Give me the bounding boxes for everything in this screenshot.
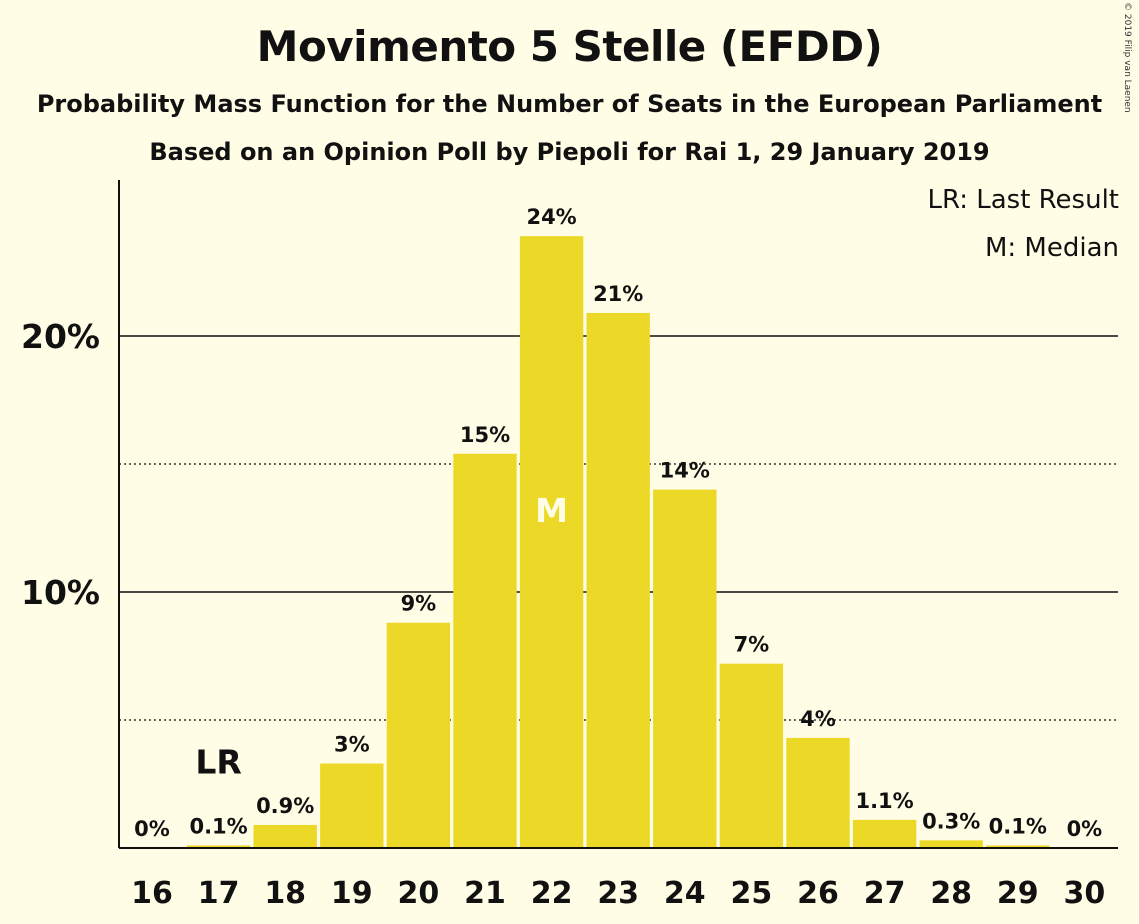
bar-18	[253, 824, 317, 848]
x-tick-label-18: 18	[264, 876, 306, 911]
legend-median: M: Median	[984, 233, 1119, 263]
data-label-17: 0.1%	[189, 814, 247, 838]
bar-20	[386, 622, 451, 848]
chart-source: Based on an Opinion Poll by Piepoli for …	[149, 138, 990, 166]
x-tick-label-22: 22	[531, 876, 573, 911]
x-tick-label-28: 28	[930, 876, 972, 911]
bar-22	[519, 236, 584, 848]
data-label-29: 0.1%	[989, 814, 1047, 838]
data-label-19: 3%	[334, 733, 370, 757]
bar-25	[719, 663, 784, 848]
last-result-marker: LR	[195, 742, 241, 781]
y-tick-label: 10%	[21, 573, 100, 612]
x-tick-label-27: 27	[864, 876, 906, 911]
bar-23	[586, 312, 650, 849]
bar-19	[320, 763, 384, 848]
x-tick-label-29: 29	[997, 876, 1039, 911]
data-label-22: 24%	[526, 205, 576, 229]
x-tick-label-20: 20	[398, 876, 440, 911]
x-tick-label-25: 25	[731, 876, 773, 911]
x-tick-label-19: 19	[331, 876, 373, 911]
data-label-16: 0%	[134, 817, 170, 841]
data-label-30: 0%	[1067, 817, 1103, 841]
x-tick-label-23: 23	[597, 876, 639, 911]
bar-29	[986, 845, 1050, 848]
legend-last-result: LR: Last Result	[927, 185, 1119, 215]
data-label-23: 21%	[593, 282, 643, 306]
x-tick-label-26: 26	[797, 876, 839, 911]
chart-subtitle: Probability Mass Function for the Number…	[36, 90, 1103, 118]
bar-27	[852, 819, 917, 848]
data-label-28: 0.3%	[922, 809, 980, 833]
x-tick-label-24: 24	[664, 876, 706, 911]
bar-24	[653, 489, 717, 848]
data-label-25: 7%	[734, 633, 770, 657]
bar-21	[453, 453, 517, 848]
data-label-26: 4%	[800, 707, 836, 731]
bar-28	[919, 840, 983, 848]
chart-title: Movimento 5 Stelle (EFDD)	[256, 22, 883, 71]
x-tick-label-16: 16	[131, 876, 173, 911]
bar-26	[786, 737, 850, 848]
x-tick-label-21: 21	[464, 876, 506, 911]
data-label-24: 14%	[660, 459, 710, 483]
data-label-20: 9%	[401, 592, 437, 616]
data-label-21: 15%	[460, 423, 510, 447]
data-label-18: 0.9%	[256, 794, 314, 818]
x-tick-label-30: 30	[1064, 876, 1106, 911]
bar-17	[186, 845, 251, 848]
data-label-27: 1.1%	[855, 789, 913, 813]
x-tick-label-17: 17	[198, 876, 240, 911]
y-tick-label: 20%	[21, 317, 100, 356]
median-marker: M	[535, 491, 568, 530]
